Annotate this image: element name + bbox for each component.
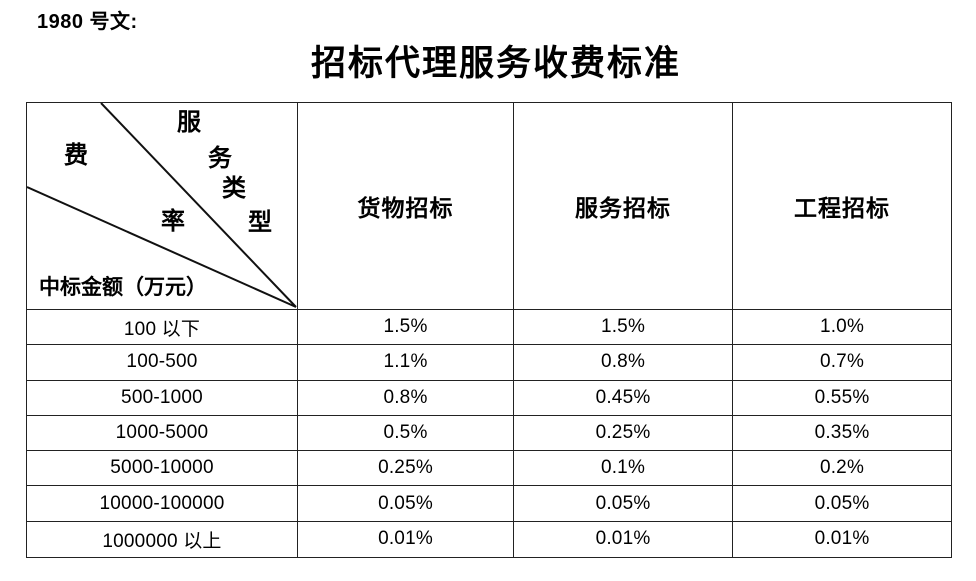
table-corner-header: 服 务 类 型 费 率 中标金额（万元） xyxy=(27,103,298,310)
fee-value: 0.55% xyxy=(733,381,951,416)
row-label: 1000000 以上 xyxy=(27,521,298,557)
row-label: 10000-100000 xyxy=(27,486,298,522)
corner-type-char-1: 服 xyxy=(177,110,201,136)
fee-value: 0.01% xyxy=(514,521,733,557)
fee-value: 1.5% xyxy=(514,310,733,346)
row-label: 1000-5000 xyxy=(27,415,298,452)
doc-number: 1980 号文: xyxy=(37,11,138,33)
page-title: 招标代理服务收费标准 xyxy=(310,44,681,83)
corner-rate-char-2: 率 xyxy=(161,209,185,235)
fee-value: 0.25% xyxy=(514,415,733,452)
column-header-goods: 货物招标 xyxy=(298,103,514,310)
fee-value: 0.7% xyxy=(733,345,951,381)
row-label: 500-1000 xyxy=(27,380,298,416)
fee-value: 0.8% xyxy=(298,380,514,416)
corner-rate-char-1: 费 xyxy=(64,143,88,169)
corner-amount-label: 中标金额（万元） xyxy=(39,274,207,299)
fee-value: 1.0% xyxy=(733,310,951,346)
row-label: 100 以下 xyxy=(27,310,298,346)
fee-value: 0.01% xyxy=(298,521,514,557)
diagonal-divider-lines xyxy=(27,103,297,308)
fee-value: 0.1% xyxy=(514,451,733,487)
fee-value: 0.45% xyxy=(514,380,733,416)
row-label: 5000-10000 xyxy=(27,451,298,487)
fee-value: 0.05% xyxy=(298,486,514,522)
fee-value: 1.1% xyxy=(298,345,514,381)
fee-value: 0.05% xyxy=(733,486,951,522)
row-label: 100-500 xyxy=(27,345,298,381)
corner-type-char-4: 型 xyxy=(248,210,272,236)
fee-value: 0.01% xyxy=(814,528,870,550)
fee-value: 0.35% xyxy=(733,416,951,452)
fee-value: 0.8% xyxy=(514,345,733,381)
fee-value: 0.2% xyxy=(733,451,951,487)
column-header-services: 服务招标 xyxy=(514,103,733,310)
corner-type-char-3: 类 xyxy=(222,176,246,202)
column-header-engineering: 工程招标 xyxy=(733,103,951,310)
fee-value: 0.05% xyxy=(514,486,733,522)
fee-value: 1.5% xyxy=(298,310,514,346)
fee-table: 服 务 类 型 费 率 中标金额（万元） 货物招标 服务招标 工程招标 100 … xyxy=(26,102,952,558)
corner-type-char-2: 务 xyxy=(208,146,232,172)
fee-value: 0.25% xyxy=(298,451,514,487)
fee-value: 0.5% xyxy=(298,415,514,452)
